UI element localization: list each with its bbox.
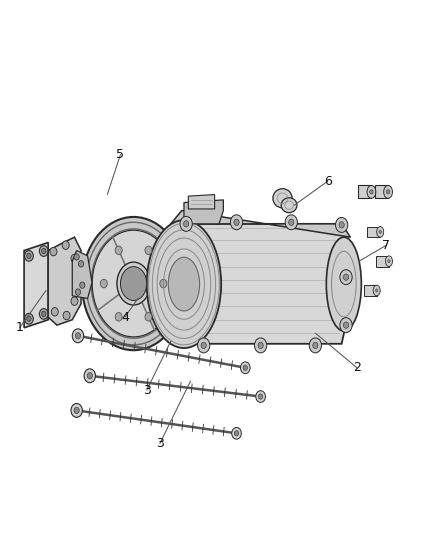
Circle shape bbox=[63, 311, 70, 320]
Text: 6: 6 bbox=[324, 175, 332, 188]
Circle shape bbox=[232, 427, 241, 439]
Circle shape bbox=[71, 297, 78, 305]
Circle shape bbox=[39, 309, 48, 319]
Circle shape bbox=[388, 260, 390, 263]
Circle shape bbox=[256, 391, 265, 402]
Circle shape bbox=[145, 312, 152, 321]
Text: 3: 3 bbox=[156, 437, 164, 450]
Circle shape bbox=[51, 308, 58, 316]
Polygon shape bbox=[364, 285, 377, 296]
Ellipse shape bbox=[147, 220, 221, 348]
Circle shape bbox=[42, 311, 46, 317]
Ellipse shape bbox=[384, 185, 392, 198]
Polygon shape bbox=[24, 243, 48, 328]
Circle shape bbox=[27, 253, 31, 259]
Circle shape bbox=[84, 369, 95, 383]
Polygon shape bbox=[171, 211, 350, 237]
Polygon shape bbox=[358, 185, 371, 198]
Circle shape bbox=[75, 333, 81, 339]
Circle shape bbox=[87, 373, 92, 379]
Polygon shape bbox=[375, 185, 388, 198]
Polygon shape bbox=[48, 237, 81, 325]
Circle shape bbox=[230, 215, 243, 230]
Circle shape bbox=[289, 219, 294, 225]
Text: 5: 5 bbox=[117, 148, 124, 161]
Text: 3: 3 bbox=[143, 384, 151, 397]
Circle shape bbox=[115, 246, 122, 255]
Circle shape bbox=[379, 230, 381, 233]
Ellipse shape bbox=[377, 227, 384, 237]
Ellipse shape bbox=[281, 198, 297, 213]
Circle shape bbox=[285, 215, 297, 230]
Circle shape bbox=[201, 342, 206, 349]
Circle shape bbox=[71, 254, 78, 263]
Circle shape bbox=[258, 342, 263, 349]
Circle shape bbox=[343, 274, 349, 280]
Ellipse shape bbox=[120, 266, 147, 301]
Polygon shape bbox=[184, 200, 223, 224]
Ellipse shape bbox=[373, 285, 380, 296]
Circle shape bbox=[62, 241, 69, 249]
Text: 7: 7 bbox=[382, 239, 390, 252]
Circle shape bbox=[39, 246, 48, 256]
Circle shape bbox=[115, 312, 122, 321]
Polygon shape bbox=[72, 251, 92, 298]
Circle shape bbox=[100, 279, 107, 288]
Circle shape bbox=[27, 316, 31, 321]
Circle shape bbox=[343, 322, 349, 328]
Circle shape bbox=[75, 289, 81, 295]
Circle shape bbox=[74, 407, 79, 414]
Circle shape bbox=[184, 221, 189, 227]
Circle shape bbox=[234, 431, 239, 436]
Ellipse shape bbox=[367, 185, 376, 198]
Circle shape bbox=[386, 190, 390, 194]
Circle shape bbox=[72, 329, 84, 343]
Ellipse shape bbox=[82, 217, 185, 350]
Ellipse shape bbox=[168, 257, 200, 311]
Text: 1: 1 bbox=[16, 321, 24, 334]
Circle shape bbox=[340, 270, 352, 285]
Polygon shape bbox=[376, 256, 389, 266]
Circle shape bbox=[25, 251, 33, 261]
Circle shape bbox=[80, 282, 85, 288]
Circle shape bbox=[254, 338, 267, 353]
Circle shape bbox=[198, 338, 210, 353]
Text: 4: 4 bbox=[121, 311, 129, 324]
Circle shape bbox=[234, 219, 239, 225]
Circle shape bbox=[375, 289, 378, 292]
Circle shape bbox=[340, 318, 352, 333]
Ellipse shape bbox=[273, 189, 292, 208]
Circle shape bbox=[42, 248, 46, 254]
Polygon shape bbox=[188, 195, 215, 209]
Circle shape bbox=[339, 222, 344, 228]
Circle shape bbox=[243, 365, 247, 370]
Circle shape bbox=[25, 313, 33, 324]
Circle shape bbox=[240, 362, 250, 374]
Circle shape bbox=[50, 247, 57, 256]
Ellipse shape bbox=[326, 237, 361, 331]
Circle shape bbox=[309, 338, 321, 353]
Circle shape bbox=[78, 261, 84, 267]
Circle shape bbox=[336, 217, 348, 232]
Ellipse shape bbox=[385, 256, 392, 266]
Circle shape bbox=[145, 246, 152, 255]
Polygon shape bbox=[171, 224, 350, 344]
Ellipse shape bbox=[92, 230, 175, 337]
Ellipse shape bbox=[117, 262, 150, 305]
Circle shape bbox=[74, 254, 79, 260]
Circle shape bbox=[180, 216, 192, 231]
Circle shape bbox=[160, 279, 167, 288]
Circle shape bbox=[71, 403, 82, 417]
Circle shape bbox=[313, 342, 318, 349]
Circle shape bbox=[258, 394, 263, 399]
Circle shape bbox=[370, 190, 373, 194]
Polygon shape bbox=[367, 227, 380, 237]
Text: 2: 2 bbox=[353, 361, 361, 374]
